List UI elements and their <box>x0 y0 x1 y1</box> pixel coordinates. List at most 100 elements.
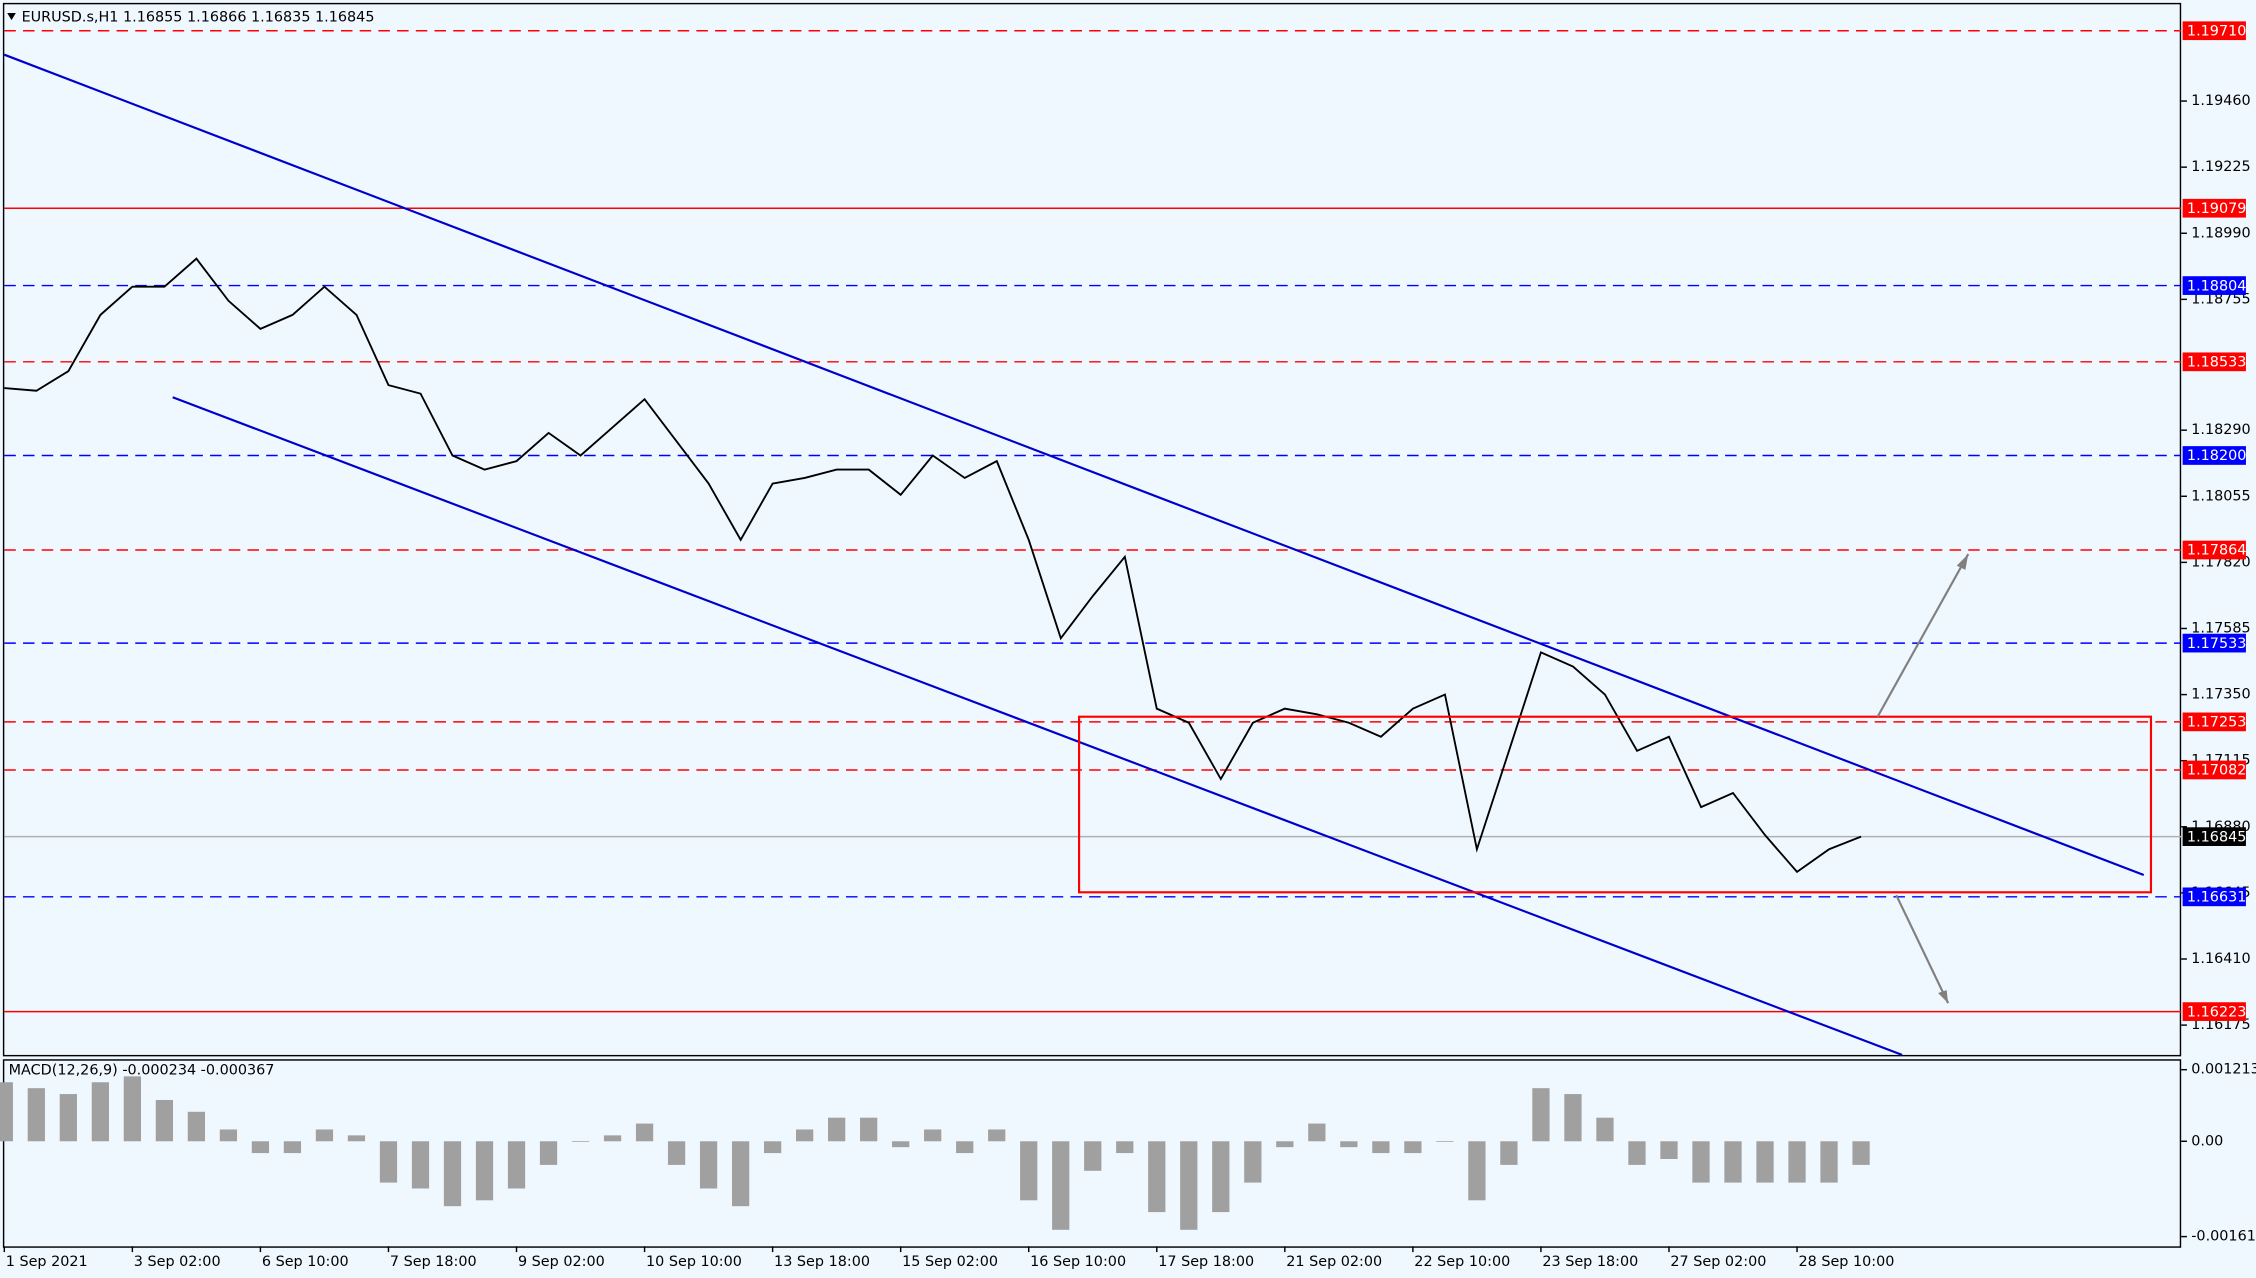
macd-bar <box>1628 1141 1646 1165</box>
macd-bar <box>763 1141 782 1154</box>
macd-bar <box>27 1088 45 1142</box>
level-label-box <box>2182 276 2246 295</box>
up-arrow-head <box>1956 554 1969 570</box>
macd-bar <box>1564 1094 1582 1142</box>
down-arrow-head <box>1938 990 1949 1004</box>
macd-bar <box>507 1141 526 1189</box>
macd-bar <box>1724 1141 1742 1183</box>
macd-bar <box>1180 1141 1198 1230</box>
macd-bar <box>956 1141 974 1154</box>
level-label-box <box>2182 352 2246 372</box>
macd-bar <box>123 1076 141 1142</box>
level-label: 1.19079 <box>2187 201 2246 217</box>
plot-layer: 1.19460 1.19225 1.18990 1.18755 1.18290 1.180… <box>0 30 2256 1245</box>
x-tick-label: 16 Sep 10:00 <box>1030 1254 1126 1270</box>
macd-panel-frame <box>2 1059 2182 1248</box>
macd-bar <box>0 1082 13 1142</box>
macd-bar <box>1148 1141 1166 1213</box>
x-tick-label: 13 Sep 18:00 <box>774 1254 870 1270</box>
macd-bar <box>187 1111 206 1142</box>
x-tick-label: 27 Sep 02:00 <box>1670 1254 1766 1270</box>
macd-bar <box>1020 1141 1038 1201</box>
level-label: 1.18804 <box>2187 278 2246 294</box>
level-label-box <box>2182 712 2246 732</box>
macd-bar <box>988 1129 1006 1142</box>
level-label: 1.17533 <box>2187 636 2246 652</box>
y-tick-label: 0.00 <box>2191 1133 2223 1149</box>
menu-triangle[interactable] <box>7 12 16 21</box>
macd-bar <box>59 1094 77 1142</box>
x-tick-label: 17 Sep 18:00 <box>1158 1254 1254 1270</box>
macd-bar <box>699 1141 718 1189</box>
macd-bar <box>539 1141 558 1165</box>
level-label: 1.16631 <box>2187 890 2246 906</box>
x-tick-label: 7 Sep 18:00 <box>390 1254 477 1270</box>
macd-bar <box>155 1099 174 1142</box>
x-tick-label: 3 Sep 02:00 <box>134 1254 221 1270</box>
level-label: 1.16223 <box>2187 1004 2246 1020</box>
y-tick-label: 0.001213 <box>2191 1062 2256 1078</box>
macd-bar <box>828 1117 846 1142</box>
macd-bar <box>892 1141 910 1148</box>
y-tick-label: -0.001615 <box>2191 1229 2256 1245</box>
y-tick-label: 1.16410 <box>2191 951 2250 967</box>
macd-bar <box>219 1129 238 1142</box>
level-label-box <box>2182 198 2246 218</box>
level-label: 1.17864 <box>2187 543 2246 559</box>
x-tick-label: 1 Sep 2021 <box>6 1254 88 1270</box>
level-label-box <box>2182 827 2246 846</box>
macd-bar <box>1596 1117 1614 1142</box>
macd-bar <box>1212 1141 1230 1213</box>
level-label-box <box>2182 21 2246 41</box>
macd-bar <box>1052 1141 1070 1230</box>
y-tick-label: 1.18990 <box>2191 225 2250 241</box>
macd-bar <box>91 1082 109 1142</box>
level-label: 1.17082 <box>2187 763 2246 779</box>
y-tick-label: 1.19225 <box>2191 159 2250 175</box>
x-tick-label: 15 Sep 02:00 <box>902 1254 998 1270</box>
level-label-box <box>2182 540 2246 560</box>
x-tick-label: 10 Sep 10:00 <box>646 1254 742 1270</box>
macd-bar <box>731 1141 750 1207</box>
macd-bar <box>860 1117 878 1142</box>
level-label-box <box>2182 633 2246 653</box>
macd-bar <box>475 1141 494 1201</box>
range-box <box>1078 715 2153 894</box>
price-line <box>4 257 1862 874</box>
level-label-box <box>2182 760 2246 780</box>
macd-bar <box>1468 1141 1486 1201</box>
macd-bar <box>1532 1088 1550 1142</box>
x-tick-label: 28 Sep 10:00 <box>1798 1254 1894 1270</box>
macd-bar <box>1084 1141 1102 1171</box>
macd-bar <box>635 1123 654 1142</box>
macd-bar <box>1820 1141 1838 1183</box>
down-arrow <box>1895 894 1950 1004</box>
level-label: 1.18200 <box>2187 448 2246 464</box>
level-label-box <box>2182 446 2246 465</box>
level-label-box <box>2182 1002 2246 1021</box>
macd-bar <box>1244 1141 1262 1183</box>
macd-bar <box>603 1135 622 1142</box>
y-tick-label: 1.16175 <box>2191 1017 2250 1033</box>
macd-bar <box>443 1141 462 1207</box>
macd-bar <box>411 1141 430 1189</box>
macd-bar <box>1340 1141 1358 1148</box>
y-tick-label: 1.18055 <box>2191 488 2250 504</box>
level-label: 1.17253 <box>2187 715 2246 731</box>
level-label: 1.19710 <box>2187 23 2246 39</box>
y-tick-label: 1.18755 <box>2191 291 2250 307</box>
y-tick-label: 1.18290 <box>2191 422 2250 438</box>
price-panel-frame <box>2 2 2182 1057</box>
lower-trend-line <box>172 396 1903 1056</box>
y-tick-label: 1.19460 <box>2191 93 2250 109</box>
x-tick-label: 23 Sep 18:00 <box>1542 1254 1638 1270</box>
symbol-header: EURUSD.s,H1 1.16855 1.16866 1.16835 1.16… <box>22 9 375 25</box>
macd-bar <box>1788 1141 1806 1183</box>
x-tick-label: 21 Sep 02:00 <box>1286 1254 1382 1270</box>
level-label-box <box>2182 887 2246 907</box>
level-label: 1.18533 <box>2187 355 2246 371</box>
macd-bar <box>1276 1141 1294 1148</box>
